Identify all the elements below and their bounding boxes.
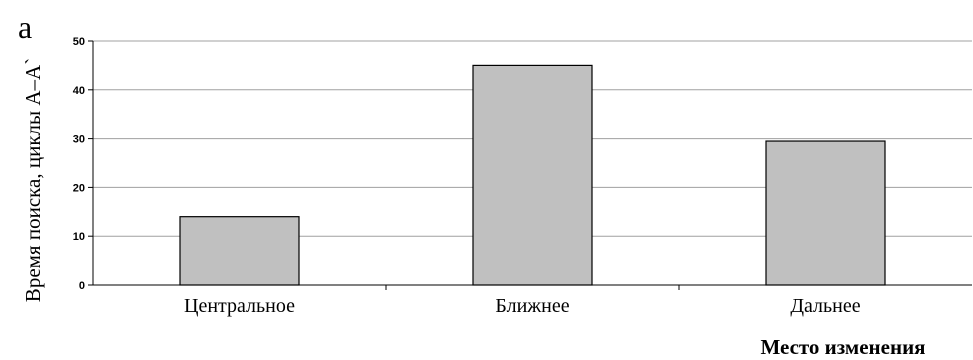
axes: [92, 41, 972, 286]
panel-label: а: [18, 9, 32, 45]
y-tick-label-10: 10: [73, 231, 85, 243]
y-tick-label-30: 30: [73, 134, 85, 146]
bar-2: [472, 64, 593, 286]
y-tick-label-0: 0: [79, 280, 85, 292]
y-axis-label: Время поиска, циклы А–А`: [21, 58, 45, 302]
category-label-3: Дальнее: [790, 295, 860, 317]
bars: [179, 64, 886, 286]
x-axis-label: Место изменения: [760, 335, 925, 359]
y-tick-label-50: 50: [73, 36, 85, 48]
y-tick-labels: 0 10 20 30 40 50: [73, 36, 93, 292]
category-label-1: Центральное: [184, 295, 295, 317]
y-tick-label-40: 40: [73, 85, 85, 97]
bar-1: [179, 216, 300, 286]
bar-3: [765, 140, 886, 286]
category-label-2: Ближнее: [495, 295, 569, 317]
y-tick-label-20: 20: [73, 182, 85, 194]
category-labels: Центральное Ближнее Дальнее: [184, 285, 861, 317]
